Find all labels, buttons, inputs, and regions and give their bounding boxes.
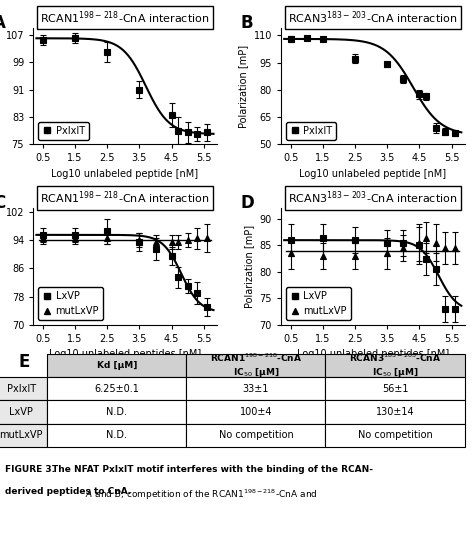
- Text: The NFAT PxIxIT motif interferes with the binding of the RCAN-: The NFAT PxIxIT motif interferes with th…: [52, 465, 373, 474]
- X-axis label: Log10 unlabeled peptides [nM]: Log10 unlabeled peptides [nM]: [297, 349, 449, 360]
- Title: RCAN3$^{183-203}$-CnA interaction: RCAN3$^{183-203}$-CnA interaction: [288, 10, 457, 26]
- Title: RCAN1$^{198-218}$-CnA interaction: RCAN1$^{198-218}$-CnA interaction: [40, 10, 210, 26]
- Text: B: B: [241, 14, 253, 32]
- Legend: LxVP, mutLxVP: LxVP, mutLxVP: [38, 287, 103, 320]
- Legend: PxIxIT: PxIxIT: [38, 122, 89, 139]
- Text: FIGURE 3.: FIGURE 3.: [5, 465, 58, 474]
- Text: $A$ and $B$, competition of the RCAN1$^{198-218}$-CnA and: $A$ and $B$, competition of the RCAN1$^{…: [85, 487, 318, 502]
- Text: E: E: [19, 353, 30, 371]
- Y-axis label: Polarization [mP]: Polarization [mP]: [238, 45, 248, 128]
- Y-axis label: Polarization [mP]: Polarization [mP]: [244, 225, 254, 308]
- Text: A: A: [0, 14, 6, 32]
- Text: derived peptides to CnA.: derived peptides to CnA.: [5, 487, 134, 496]
- Title: RCAN1$^{198-218}$-CnA interaction: RCAN1$^{198-218}$-CnA interaction: [40, 190, 210, 206]
- Legend: PxIxIT: PxIxIT: [286, 122, 337, 139]
- X-axis label: Log10 unlabeled peptide [nM]: Log10 unlabeled peptide [nM]: [51, 169, 199, 179]
- Text: C: C: [0, 194, 5, 212]
- X-axis label: Log10 unlabeled peptides [nM]: Log10 unlabeled peptides [nM]: [49, 349, 201, 360]
- Text: D: D: [241, 194, 255, 212]
- X-axis label: Log10 unlabeled peptide [nM]: Log10 unlabeled peptide [nM]: [299, 169, 447, 179]
- Legend: LxVP, mutLxVP: LxVP, mutLxVP: [286, 287, 351, 320]
- Title: RCAN3$^{183-203}$-CnA interaction: RCAN3$^{183-203}$-CnA interaction: [288, 190, 457, 206]
